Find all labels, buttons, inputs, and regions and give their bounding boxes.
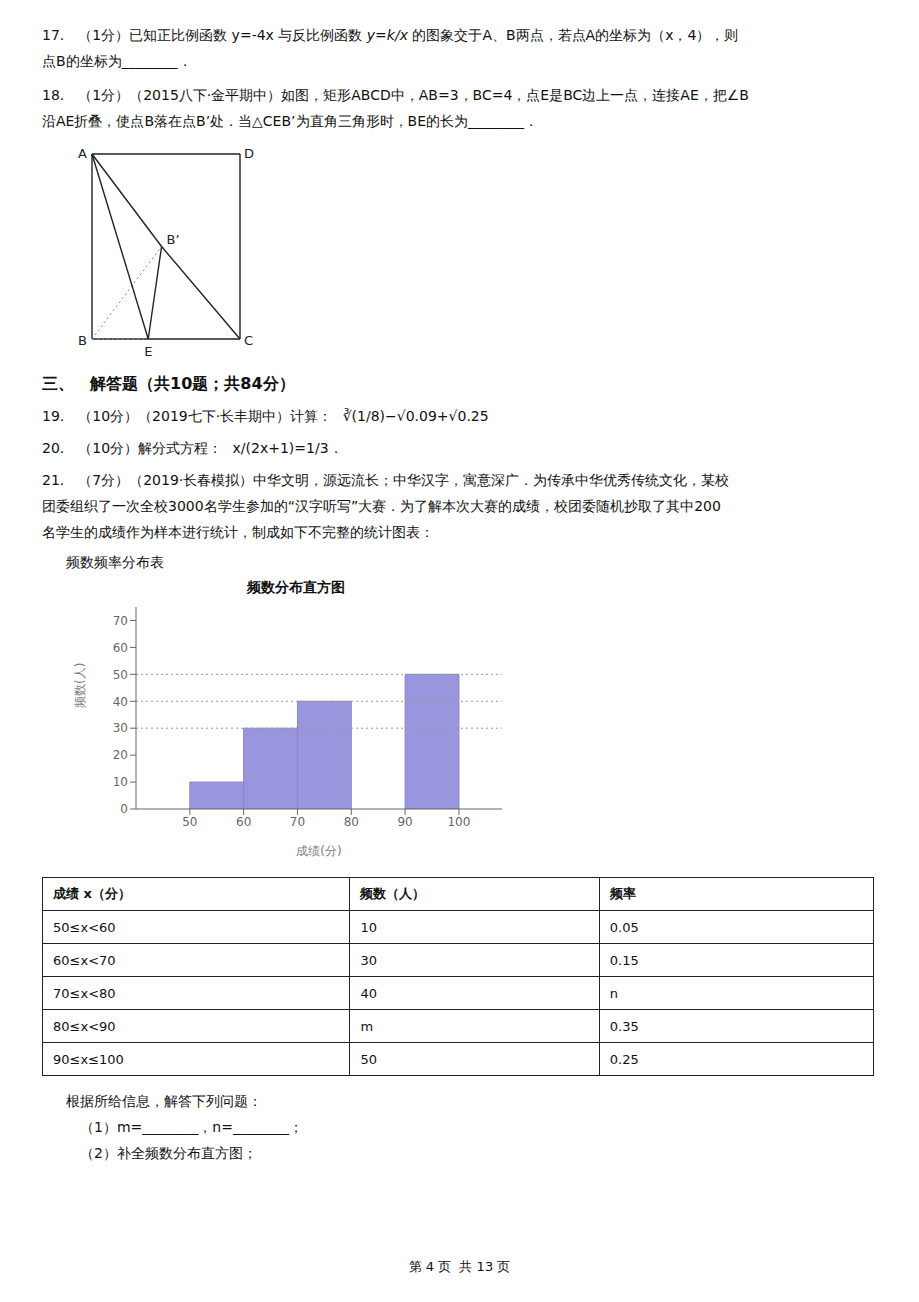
svg-text:成绩(分): 成绩(分) — [296, 844, 341, 858]
svg-text:0: 0 — [120, 802, 128, 816]
svg-text:B: B — [78, 333, 87, 348]
html-text:成绩 x（分）: 成绩 x（分） — [53, 886, 131, 901]
html-text:18. （1分）（2015八下·金平期中）如图，矩形ABCD: 18. （1分）（2015八下·金平期中）如图，矩形ABCD中，AB=3，BC=… — [42, 87, 749, 103]
html-text:0.15: 0.15 — [609, 952, 639, 968]
html-text:团委组织了一次全校3000名学生参加的“汉字听写”大赛．为了: 团委组织了一次全校3000名学生参加的“汉字听写”大赛．为了解本次大赛的成绩，校… — [42, 498, 721, 514]
html-text:21. （7分）（2019·长春模拟）中华文明，源远流长；中: 21. （7分）（2019·长春模拟）中华文明，源远流长；中华汉字，寓意深广．为… — [42, 472, 730, 488]
html-text:∛(1/8)−√0.09+√0.25: ∛(1/8)−√0.09+√0.25 — [342, 408, 489, 424]
html-text:x/(2x+1)=1/3．: x/(2x+1)=1/3． — [232, 440, 343, 456]
html-text:0.05: 0.05 — [609, 919, 639, 935]
html-text:名学生的成绩作为样本进行统计，制成如下不完整的统计图表：: 名学生的成绩作为样本进行统计，制成如下不完整的统计图表： — [42, 524, 434, 540]
html-text:50≤x<60: 50≤x<60 — [53, 919, 116, 935]
svg-text:100: 100 — [447, 815, 470, 829]
svg-text:A: A — [78, 146, 87, 161]
svg-text:40: 40 — [113, 695, 128, 709]
svg-text:70: 70 — [113, 614, 128, 628]
html-text:30: 30 — [360, 952, 377, 968]
html-text:90≤x≤100: 90≤x≤100 — [53, 1051, 124, 1067]
html-text:20. （10分）解分式方程：: 20. （10分）解分式方程： — [42, 440, 223, 456]
html-text:10: 10 — [360, 919, 377, 935]
svg-text:D: D — [244, 146, 254, 161]
svg-text:80: 80 — [344, 815, 359, 829]
svg-text:20: 20 — [113, 748, 128, 762]
svg-text:30: 30 — [113, 721, 128, 735]
svg-text:C: C — [244, 333, 253, 348]
html-text:40: 40 — [360, 985, 377, 1001]
html-text:80≤x<90: 80≤x<90 — [53, 1018, 116, 1034]
html-text:（1）m=________，n=________；: （1）m=________，n=________； — [80, 1119, 303, 1135]
svg-text:50: 50 — [182, 815, 197, 829]
html-text:19. （10分）（2019七下·长丰期中）计算：: 19. （10分）（2019七下·长丰期中）计算： — [42, 408, 333, 424]
svg-text:60: 60 — [236, 815, 251, 829]
html-text:m: m — [360, 1018, 374, 1034]
svg-text:频数(人): 频数(人) — [73, 663, 87, 708]
html-text:频数（人）: 频数（人） — [360, 886, 426, 901]
html-text:沿AE折叠，使点B落在点B’处．当△CEB’为直角三角形时，: 沿AE折叠，使点B落在点B’处．当△CEB’为直角三角形时，BE的长为_____… — [42, 113, 538, 129]
html-text:n: n — [609, 985, 618, 1001]
html-text:根据所给信息，解答下列问题：: 根据所给信息，解答下列问题： — [66, 1093, 262, 1109]
html-text:频数分布直方图: 频数分布直方图 — [247, 579, 345, 595]
html-text:三、 解答题（共10题；共84分）: 三、 解答题（共10题；共84分） — [42, 374, 295, 393]
html-text:0.25: 0.25 — [609, 1051, 639, 1067]
svg-text:90: 90 — [397, 815, 412, 829]
html-text:17. （1分）已知正比例函数 y=-4x 与反比例函数 y: 17. （1分）已知正比例函数 y=-4x 与反比例函数 y=k/x 的图象交于… — [42, 27, 739, 43]
svg-text:E: E — [144, 344, 152, 359]
html-text:（2）补全频数分布直方图；: （2）补全频数分布直方图； — [80, 1145, 257, 1161]
html-text:70≤x<80: 70≤x<80 — [53, 985, 116, 1001]
html-text:点B的坐标为________．: 点B的坐标为________． — [42, 53, 192, 69]
svg-text:60: 60 — [113, 641, 128, 655]
svg-text:B’: B’ — [167, 232, 180, 247]
html-text:0.35: 0.35 — [609, 1018, 639, 1034]
svg-text:70: 70 — [290, 815, 305, 829]
svg-text:50: 50 — [113, 668, 128, 682]
html-text:频数频率分布表: 频数频率分布表 — [66, 554, 164, 570]
html-text:第 4 页 共 13 页: 第 4 页 共 13 页 — [408, 1259, 511, 1274]
html-text:60≤x<70: 60≤x<70 — [53, 952, 116, 968]
html-text:50: 50 — [360, 1051, 377, 1067]
html-text:频率: 频率 — [609, 886, 636, 901]
svg-text:10: 10 — [113, 775, 128, 789]
